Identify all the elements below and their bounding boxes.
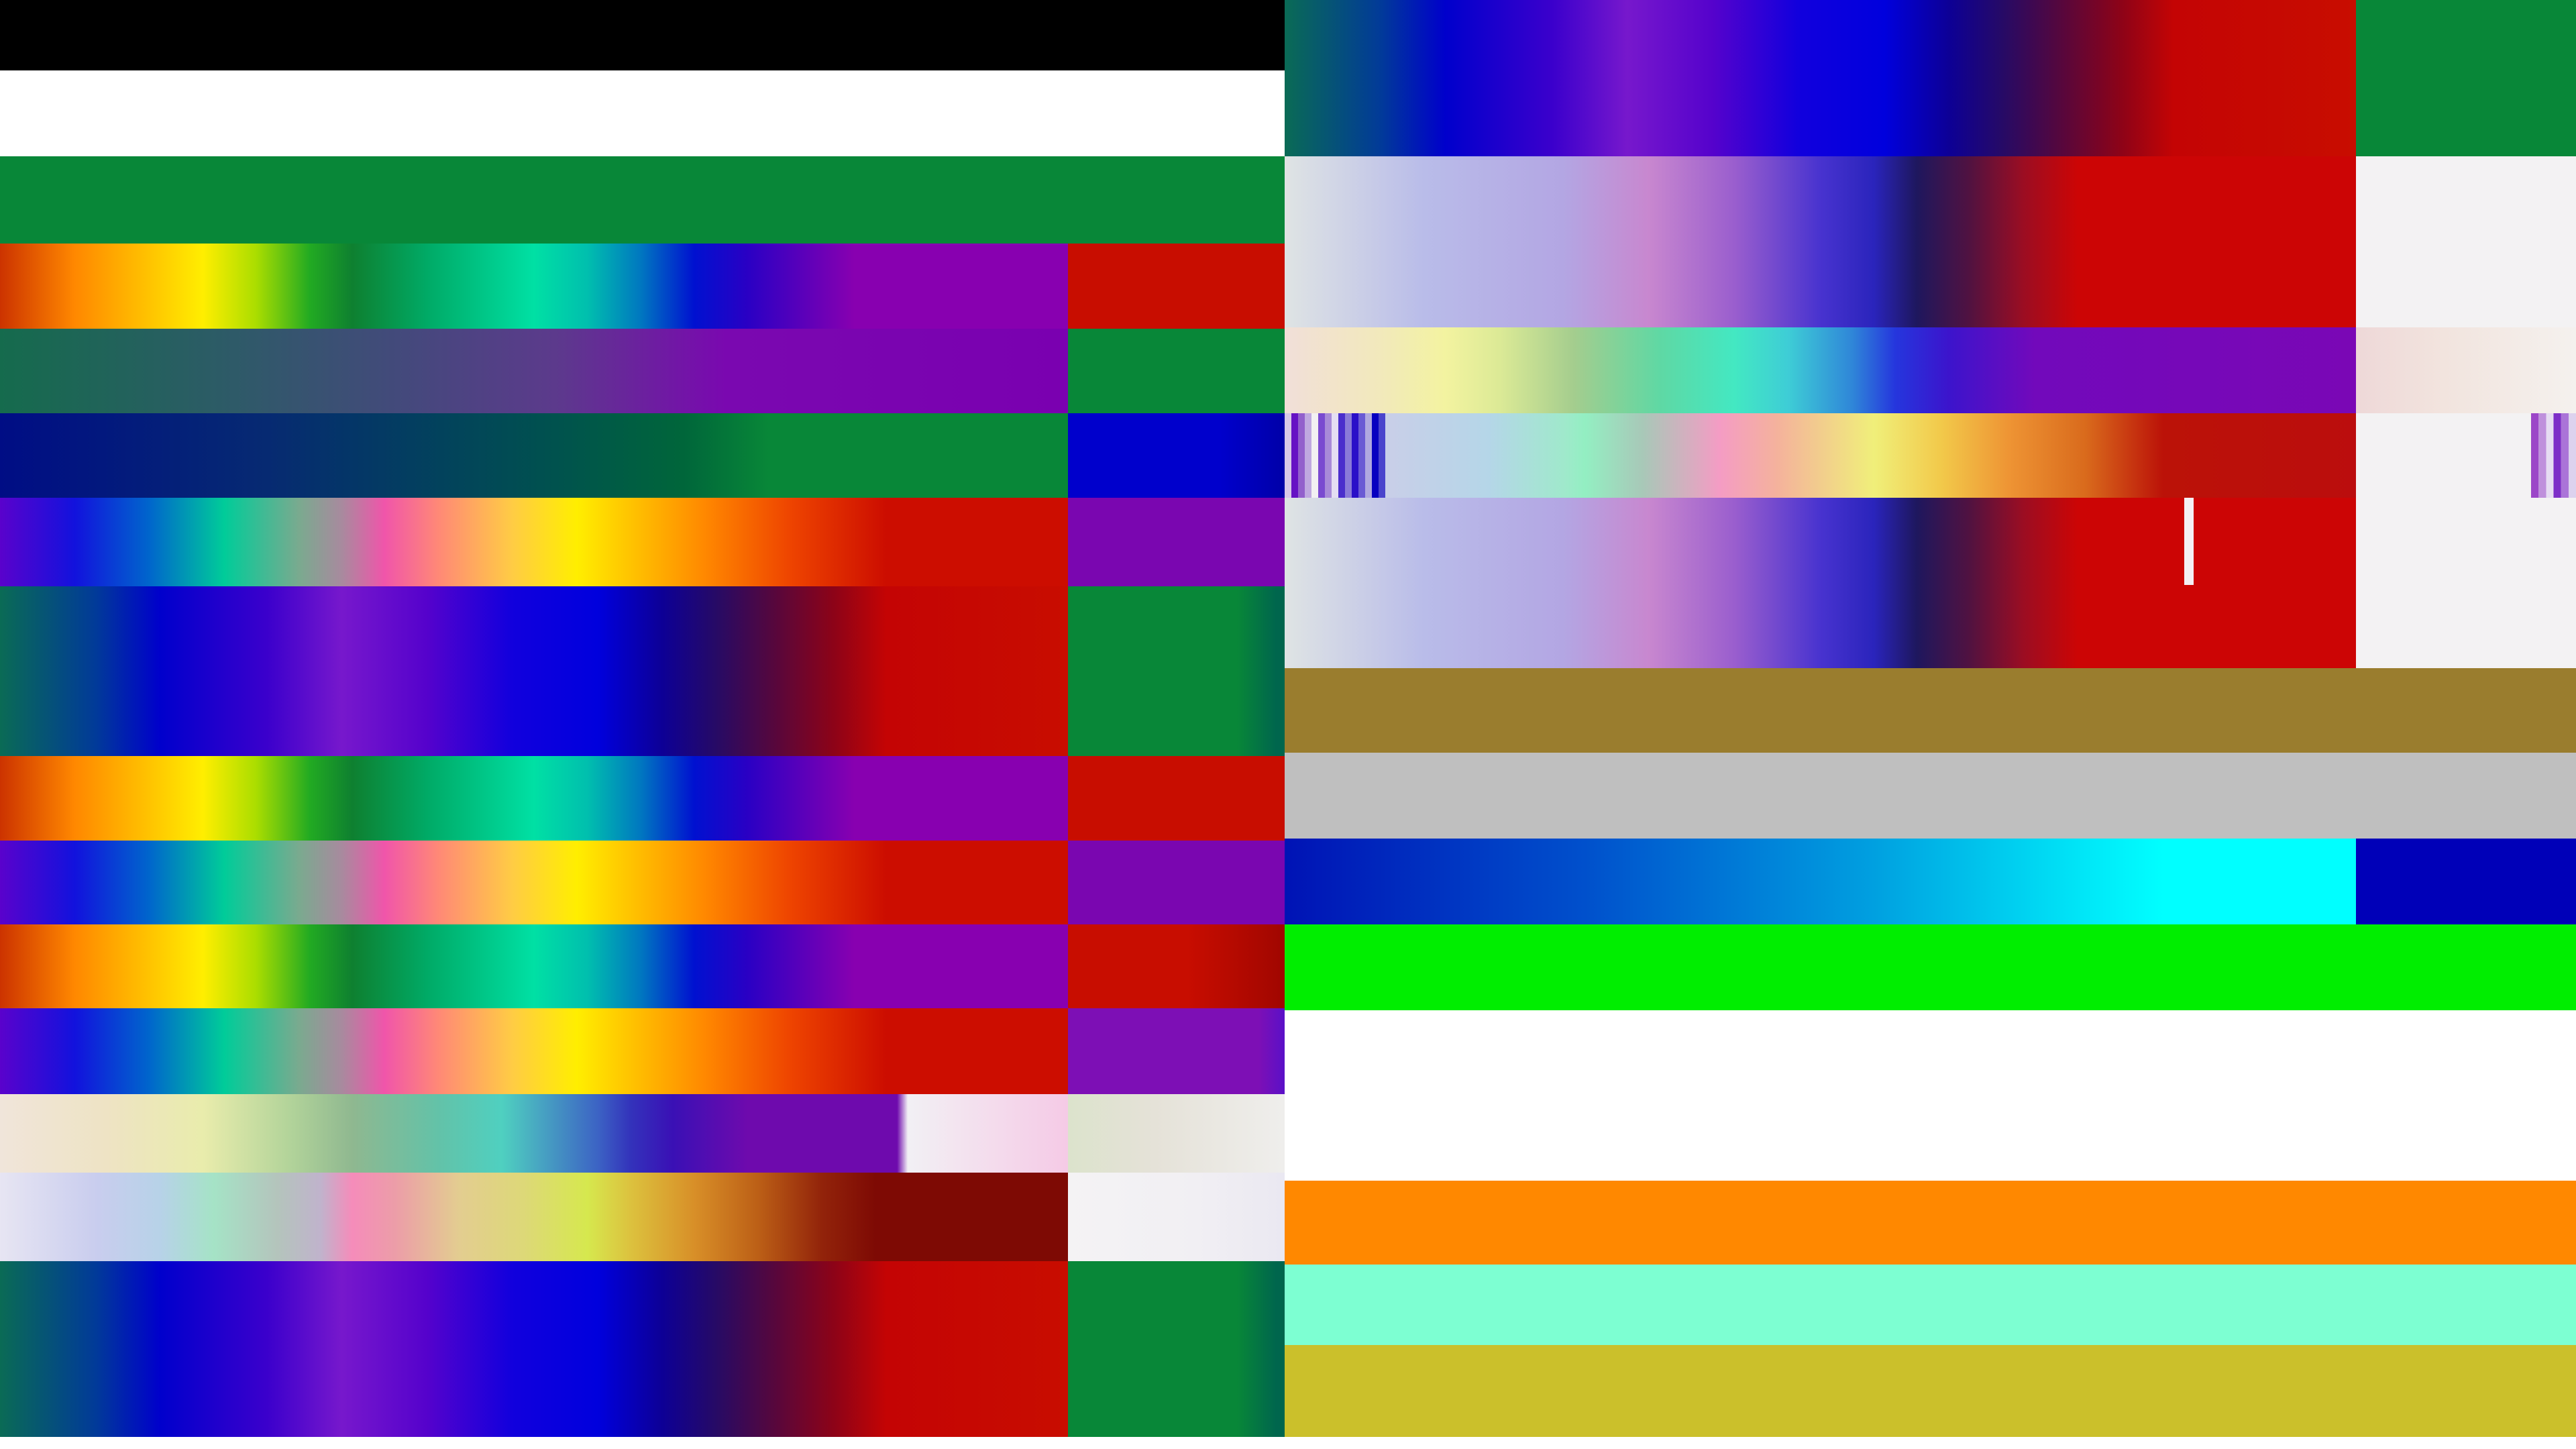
pastel-band-2 — [0, 1173, 1285, 1261]
sage-white-swatch — [1068, 1094, 1285, 1173]
purple-swatch-tail — [1068, 1008, 1285, 1094]
purple-swatch — [1068, 841, 1285, 924]
white-bar — [1285, 1010, 2576, 1181]
rainbow-band-1 — [0, 244, 1285, 329]
violet-stripe-cluster-right — [2531, 413, 2576, 498]
white-bar — [0, 70, 1285, 156]
dark-goldenrod-fill — [1285, 668, 2576, 753]
rainbow-band-3 — [0, 924, 1285, 1008]
silver-bar — [1285, 753, 2576, 839]
orange-bar — [1285, 1181, 2576, 1265]
rainbow-gradient — [0, 756, 1068, 841]
lime-fill — [1285, 924, 2576, 1010]
black-fill — [0, 0, 1285, 70]
blue-pink-red-band-3 — [0, 1008, 1285, 1094]
dark-slate-gradient — [0, 329, 1068, 413]
blue-pink-red-band-1 — [0, 498, 1285, 586]
rainbow-gradient — [0, 244, 1068, 329]
blue-pink-red-band-2 — [0, 841, 1285, 924]
gray-lavender-red-band-2 — [1285, 498, 2576, 668]
dark-goldenrod-bar — [1285, 668, 2576, 753]
blue-pink-red-gradient — [0, 1008, 1068, 1094]
red-swatch-tail — [1068, 924, 1285, 1008]
navy-to-green-gradient — [0, 413, 1068, 498]
black-bar — [0, 0, 1285, 70]
green-swatch-tail — [1068, 1261, 1285, 1437]
lime-bar — [1285, 924, 2576, 1010]
white-swatch — [2356, 156, 2576, 327]
silver-fill — [1285, 753, 2576, 839]
blue-swatch — [1068, 413, 1285, 498]
aquamarine-bar — [1285, 1265, 2576, 1345]
blue-cyan-band — [1285, 839, 2576, 924]
green-swatch — [2356, 0, 2576, 156]
pastel-pink-orange-red-gradient — [1392, 413, 2356, 498]
navy-green-band — [0, 413, 1285, 498]
rainbow-gradient — [0, 924, 1068, 1008]
white-swatch — [1068, 1173, 1285, 1261]
green-fill — [0, 156, 1285, 244]
footer-strip — [0, 1437, 2576, 1449]
white-swatch — [2356, 413, 2531, 498]
white-swatch — [2356, 498, 2576, 668]
pastel-band-1 — [0, 1094, 1285, 1173]
blue-pink-red-gradient — [0, 498, 1068, 586]
gray-lavender-red-gradient — [1285, 156, 2356, 327]
right-panel — [1285, 0, 2576, 1437]
green-swatch — [1068, 329, 1285, 413]
aquamarine-fill — [1285, 1265, 2576, 1345]
pastel-rainbow-band — [1285, 327, 2576, 413]
pastel-rainbow-gradient — [1285, 327, 2356, 413]
red-swatch — [1068, 756, 1285, 841]
gray-lavender-red-band-1 — [1285, 156, 2576, 327]
rose-white-swatch — [2356, 327, 2576, 413]
pastel-lavender-darkred-gradient — [0, 1173, 1068, 1261]
teal-purple-red-gradient — [1285, 0, 2356, 156]
white-tick-mark — [2184, 498, 2194, 585]
teal-purple-red-gradient — [0, 1261, 1068, 1437]
white-fill — [1285, 1010, 2576, 1181]
purple-swatch — [1068, 498, 1285, 586]
dark-yellow-fill — [1285, 1345, 2576, 1437]
rainbow-band-2 — [0, 756, 1285, 841]
white-fill — [0, 70, 1285, 156]
striped-pastel-band — [1285, 413, 2576, 498]
dark-blue-swatch — [2356, 839, 2576, 924]
green-swatch-tail — [1068, 586, 1285, 756]
dark-yellow-bar — [1285, 1345, 2576, 1437]
left-panel — [0, 0, 1285, 1437]
red-swatch — [1068, 244, 1285, 329]
teal-purple-red-band-top — [1285, 0, 2576, 156]
blue-pink-red-gradient — [0, 841, 1068, 924]
orange-fill — [1285, 1181, 2576, 1265]
pastel-linen-purple-pink-gradient — [0, 1094, 1068, 1173]
teal-purple-red-band-2 — [0, 1261, 1285, 1437]
teal-purple-red-band-1 — [0, 586, 1285, 756]
violet-stripe-cluster-left — [1285, 413, 1392, 498]
blue-to-cyan-gradient — [1285, 839, 2356, 924]
teal-purple-red-gradient — [0, 586, 1068, 756]
dark-green-purple-band — [0, 329, 1285, 413]
green-bar — [0, 156, 1285, 244]
gray-lavender-red-gradient — [1285, 498, 2356, 668]
